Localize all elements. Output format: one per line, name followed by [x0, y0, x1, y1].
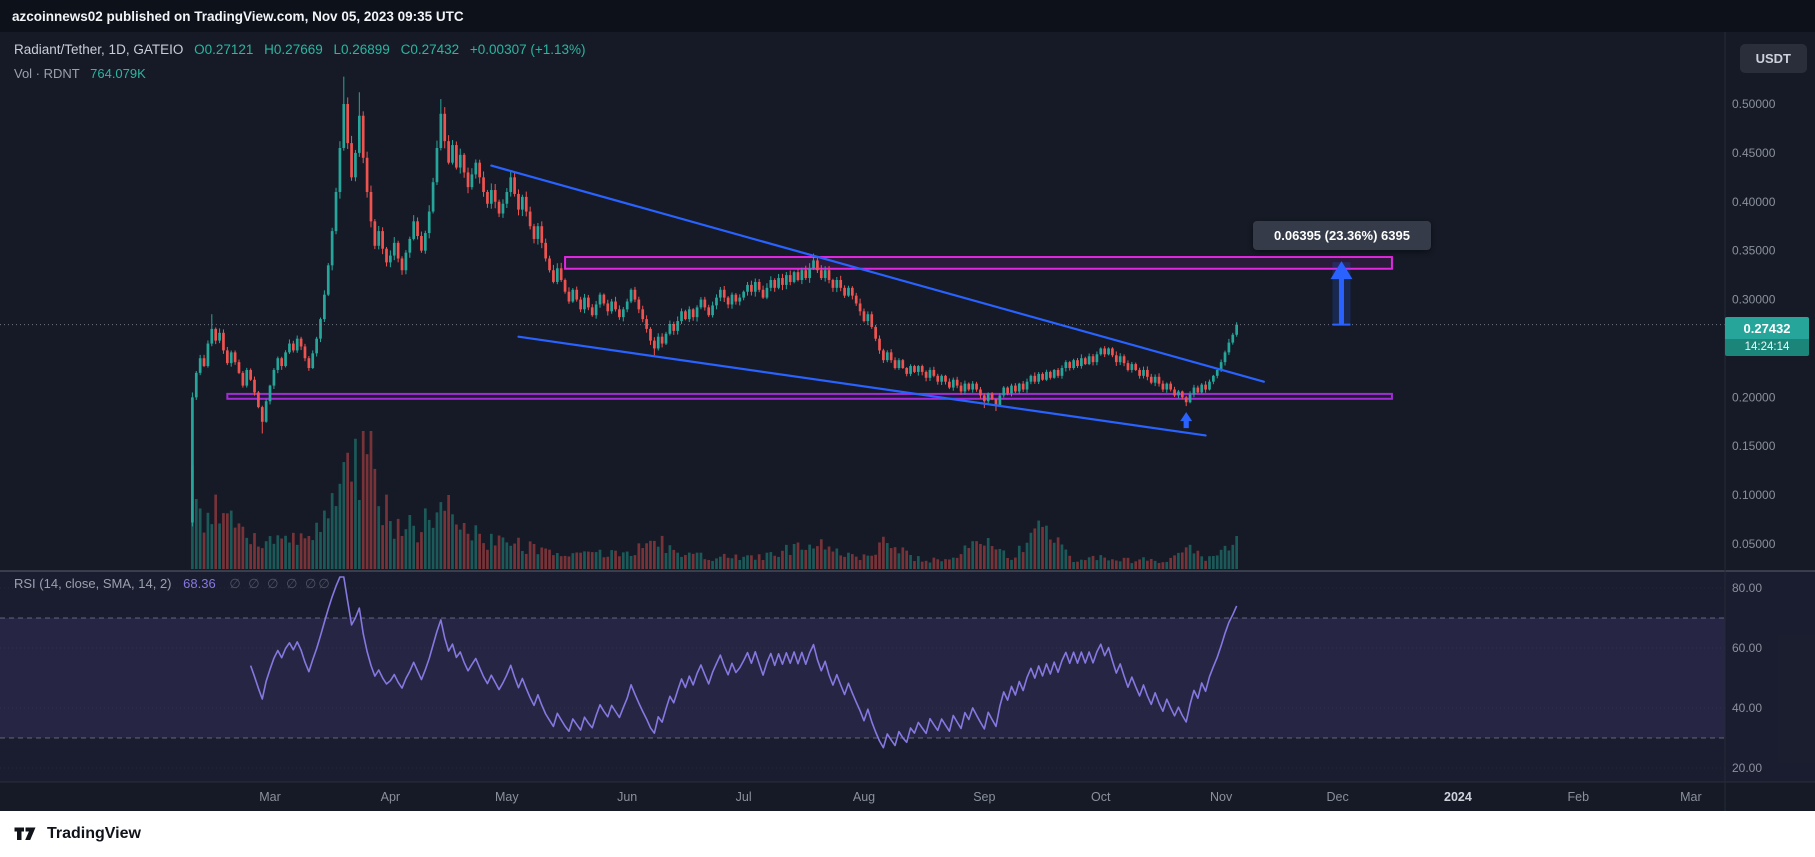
rsi-line	[249, 576, 1238, 749]
rsi-axis-label: 80.00	[1732, 581, 1762, 595]
time-axis-label: Jun	[617, 790, 637, 804]
chart-canvas[interactable]: 0.50000 0.45000 0.40000 0.35000 0.30000 0.200…	[0, 32, 1815, 811]
price-axis-label: 0.20000	[1732, 390, 1776, 404]
legend-close-value: C0.27432	[400, 42, 460, 57]
tradingview-logo-icon	[12, 821, 38, 847]
legend-open-value: O0.27121	[194, 42, 254, 57]
time-axis-label: Jul	[736, 790, 752, 804]
currency-toggle-button[interactable]: USDT	[1739, 44, 1807, 73]
rsi-value: 68.36	[183, 576, 216, 591]
time-axis-label: Mar	[1680, 790, 1702, 804]
legend-high-value: H0.27669	[264, 42, 323, 57]
time-axis-label: 2024	[1444, 790, 1472, 804]
rsi-axis-label: 20.00	[1732, 761, 1762, 775]
measure-arrowhead	[1330, 261, 1353, 280]
price-axis-label: 0.45000	[1732, 146, 1776, 160]
header-bar: azcoinnews02 published on TradingView.co…	[0, 0, 1815, 32]
rsi-pane-background	[0, 571, 1815, 782]
volume-value: 764.079K	[90, 66, 146, 81]
trendline[interactable]	[490, 164, 1265, 383]
rsi-axis-label: 40.00	[1732, 701, 1762, 715]
time-axis-label: Aug	[853, 790, 875, 804]
legend-change-value: +0.00307 (+1.13%)	[469, 42, 586, 57]
resistance-zone[interactable]	[564, 256, 1393, 270]
header-title: azcoinnews02 published on TradingView.co…	[12, 8, 464, 24]
rsi-band	[0, 618, 1725, 738]
support-zone[interactable]	[226, 392, 1393, 400]
price-axis-label: 0.35000	[1732, 244, 1776, 258]
time-axis-label: May	[495, 790, 519, 804]
rsi-axis-label: 60.00	[1732, 641, 1762, 655]
time-axis-label: Nov	[1210, 790, 1233, 804]
price-axis-label: 0.50000	[1732, 97, 1776, 111]
bar-countdown: 14:24:14	[1725, 339, 1809, 356]
current-price-value: 0.27432	[1725, 317, 1809, 339]
measure-tooltip-text: 0.06395 (23.36%) 6395	[1274, 228, 1410, 243]
volume-legend[interactable]: Vol · RDNT 764.079K	[14, 66, 146, 81]
symbol-title: Radiant/Tether, 1D, GATEIO	[14, 42, 184, 57]
legend-low-value: L0.26899	[333, 42, 390, 57]
price-axis-label: 0.15000	[1732, 439, 1776, 453]
time-axis-label: Feb	[1568, 790, 1590, 804]
volume-label: Vol · RDNT	[14, 66, 80, 81]
candles	[191, 76, 1239, 527]
trendline[interactable]	[517, 335, 1207, 437]
footer-bar: TradingView	[0, 811, 1815, 857]
time-axis-label: Apr	[381, 790, 400, 804]
chart-background	[0, 32, 1815, 811]
volume-bars	[191, 431, 1239, 569]
rsi-hidden-values: ∅ ∅ ∅ ∅ ∅∅	[229, 576, 332, 591]
price-axis-label: 0.10000	[1732, 488, 1776, 502]
price-axis-label: 0.05000	[1732, 537, 1776, 551]
rsi-title: RSI (14, close, SMA, 14, 2)	[14, 576, 172, 591]
rsi-legend[interactable]: RSI (14, close, SMA, 14, 2) 68.36 ∅ ∅ ∅ …	[14, 576, 332, 592]
symbol-legend[interactable]: Radiant/Tether, 1D, GATEIO O0.27121 H0.2…	[14, 42, 586, 57]
time-axis-label: Dec	[1326, 790, 1348, 804]
price-axis-label: 0.30000	[1732, 293, 1776, 307]
time-axis-label: Mar	[259, 790, 281, 804]
footer-brand-link[interactable]: TradingView	[47, 825, 141, 842]
current-price-badge[interactable]: 0.27432 14:24:14	[1725, 317, 1809, 356]
price-axis-label: 0.40000	[1732, 195, 1776, 209]
time-axis-label: Oct	[1091, 790, 1111, 804]
up-arrow-marker[interactable]	[1180, 412, 1193, 429]
time-axis-label: Sep	[973, 790, 995, 804]
measure-tooltip: 0.06395 (23.36%) 6395	[1253, 221, 1431, 250]
